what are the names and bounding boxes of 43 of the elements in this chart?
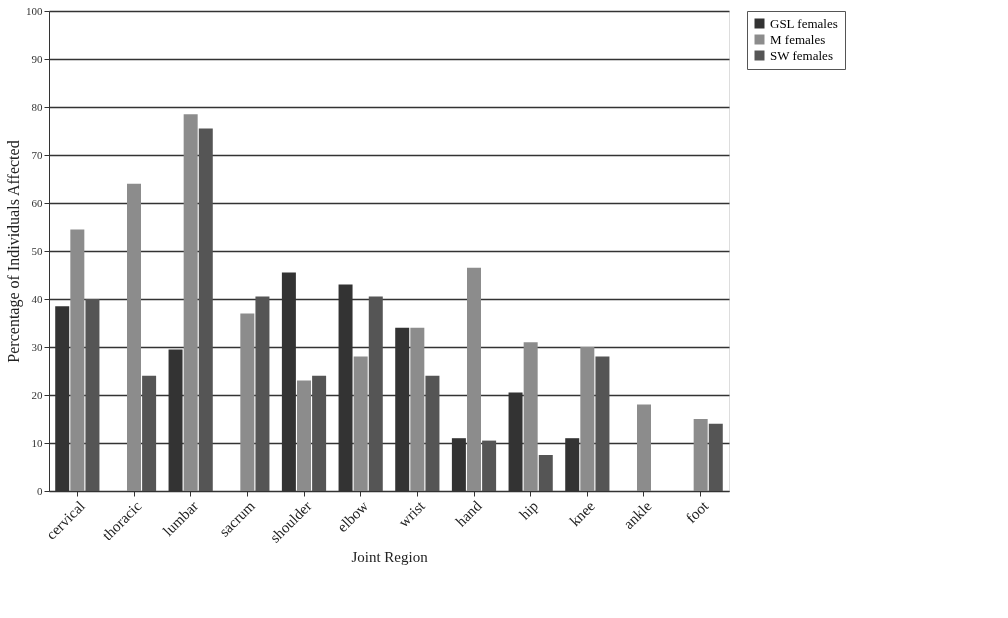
y-tick-label: 80: [31, 100, 43, 113]
x-tick-label: hip: [516, 497, 542, 523]
legend-label: SW females: [770, 47, 833, 63]
bar: [255, 296, 270, 491]
y-axis-title: Percentage of Individuals Affected: [5, 140, 23, 363]
y-tick-label: 60: [31, 196, 43, 209]
y-tick-label: 10: [31, 436, 43, 449]
legend-label: GSL females: [770, 15, 838, 31]
bar: [297, 380, 311, 491]
bar: [410, 327, 425, 491]
bar: [85, 299, 100, 491]
bar: [482, 440, 497, 491]
bar: [637, 404, 651, 491]
x-tick-label: foot: [682, 497, 712, 527]
bar: [708, 423, 723, 491]
y-tick-label: 70: [31, 148, 43, 161]
y-tick-label: 100: [26, 4, 43, 17]
bar: [538, 455, 553, 491]
bar: [467, 267, 481, 491]
y-tick-label: 0: [37, 484, 43, 497]
bar: [368, 296, 383, 491]
bar: [693, 419, 708, 491]
bar: [240, 313, 255, 491]
bar: [523, 342, 538, 491]
bar: [580, 347, 595, 491]
bar: [595, 356, 610, 491]
bar: [183, 114, 198, 491]
legend-label: M females: [770, 31, 826, 47]
y-tick-label: 90: [31, 52, 43, 65]
x-tick-label: wrist: [395, 497, 429, 531]
y-tick-label: 20: [31, 388, 43, 401]
bar: [127, 183, 141, 491]
bar: [198, 128, 213, 491]
bar: [142, 375, 157, 491]
bar: [312, 375, 327, 491]
x-tick-label: knee: [566, 497, 599, 530]
bar: [70, 229, 85, 491]
x-axis-title: Joint Region: [351, 548, 429, 565]
y-tick-label: 40: [31, 292, 43, 305]
bar: [425, 375, 440, 491]
bar: [353, 356, 368, 491]
y-tick-label: 30: [31, 340, 43, 353]
y-tick-label: 50: [31, 244, 43, 257]
